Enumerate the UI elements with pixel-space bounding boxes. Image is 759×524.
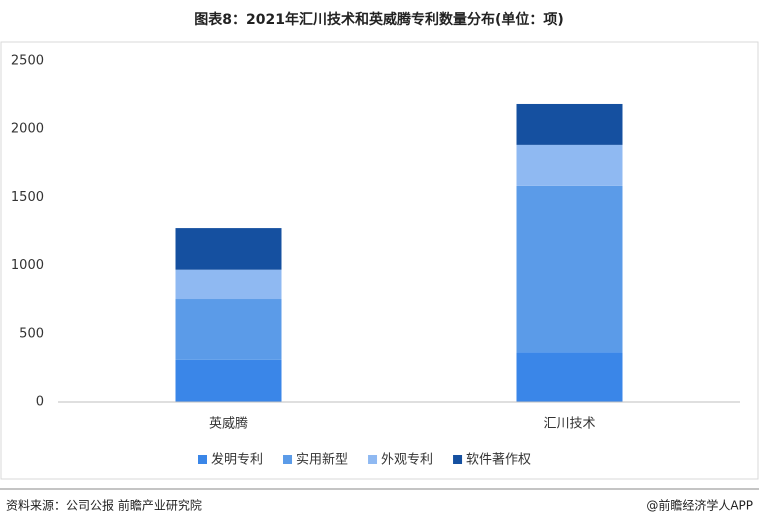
bar-segment <box>516 352 623 402</box>
y-tick-label: 2500 <box>11 54 44 69</box>
legend-label: 外观专利 <box>381 453 433 468</box>
legend-swatch <box>198 455 207 464</box>
legend-swatch <box>283 455 293 464</box>
legend-label: 实用新型 <box>296 452 348 468</box>
bar-segment <box>516 144 623 186</box>
legend-label: 发明专利 <box>211 452 263 468</box>
chart-title: 图表8：2021年汇川技术和英威腾专利数量分布(单位：项) <box>194 11 564 28</box>
y-tick-label: 2000 <box>11 122 44 137</box>
legend-swatch <box>368 455 378 464</box>
legend-label: 软件著作权 <box>466 452 531 468</box>
y-tick-label: 1000 <box>11 258 44 273</box>
bar-segment <box>175 299 282 360</box>
y-tick-label: 500 <box>19 326 44 341</box>
chart-frame <box>0 41 759 480</box>
y-tick-label: 0 <box>36 395 44 410</box>
x-tick-label: 英威腾 <box>209 416 248 432</box>
bar-segment <box>516 185 623 353</box>
bar-segment <box>175 269 282 300</box>
x-tick-label: 汇川技术 <box>543 417 595 432</box>
bar-segment <box>516 103 623 145</box>
bar-segment <box>175 359 282 402</box>
y-tick-label: 1500 <box>11 190 44 205</box>
legend-swatch <box>453 455 463 464</box>
footer-brand: @前瞻经济学人APP <box>646 498 753 513</box>
footer-source: 资料来源：公司公报 前瞻产业研究院 <box>6 498 202 513</box>
bar-segment <box>175 228 282 270</box>
